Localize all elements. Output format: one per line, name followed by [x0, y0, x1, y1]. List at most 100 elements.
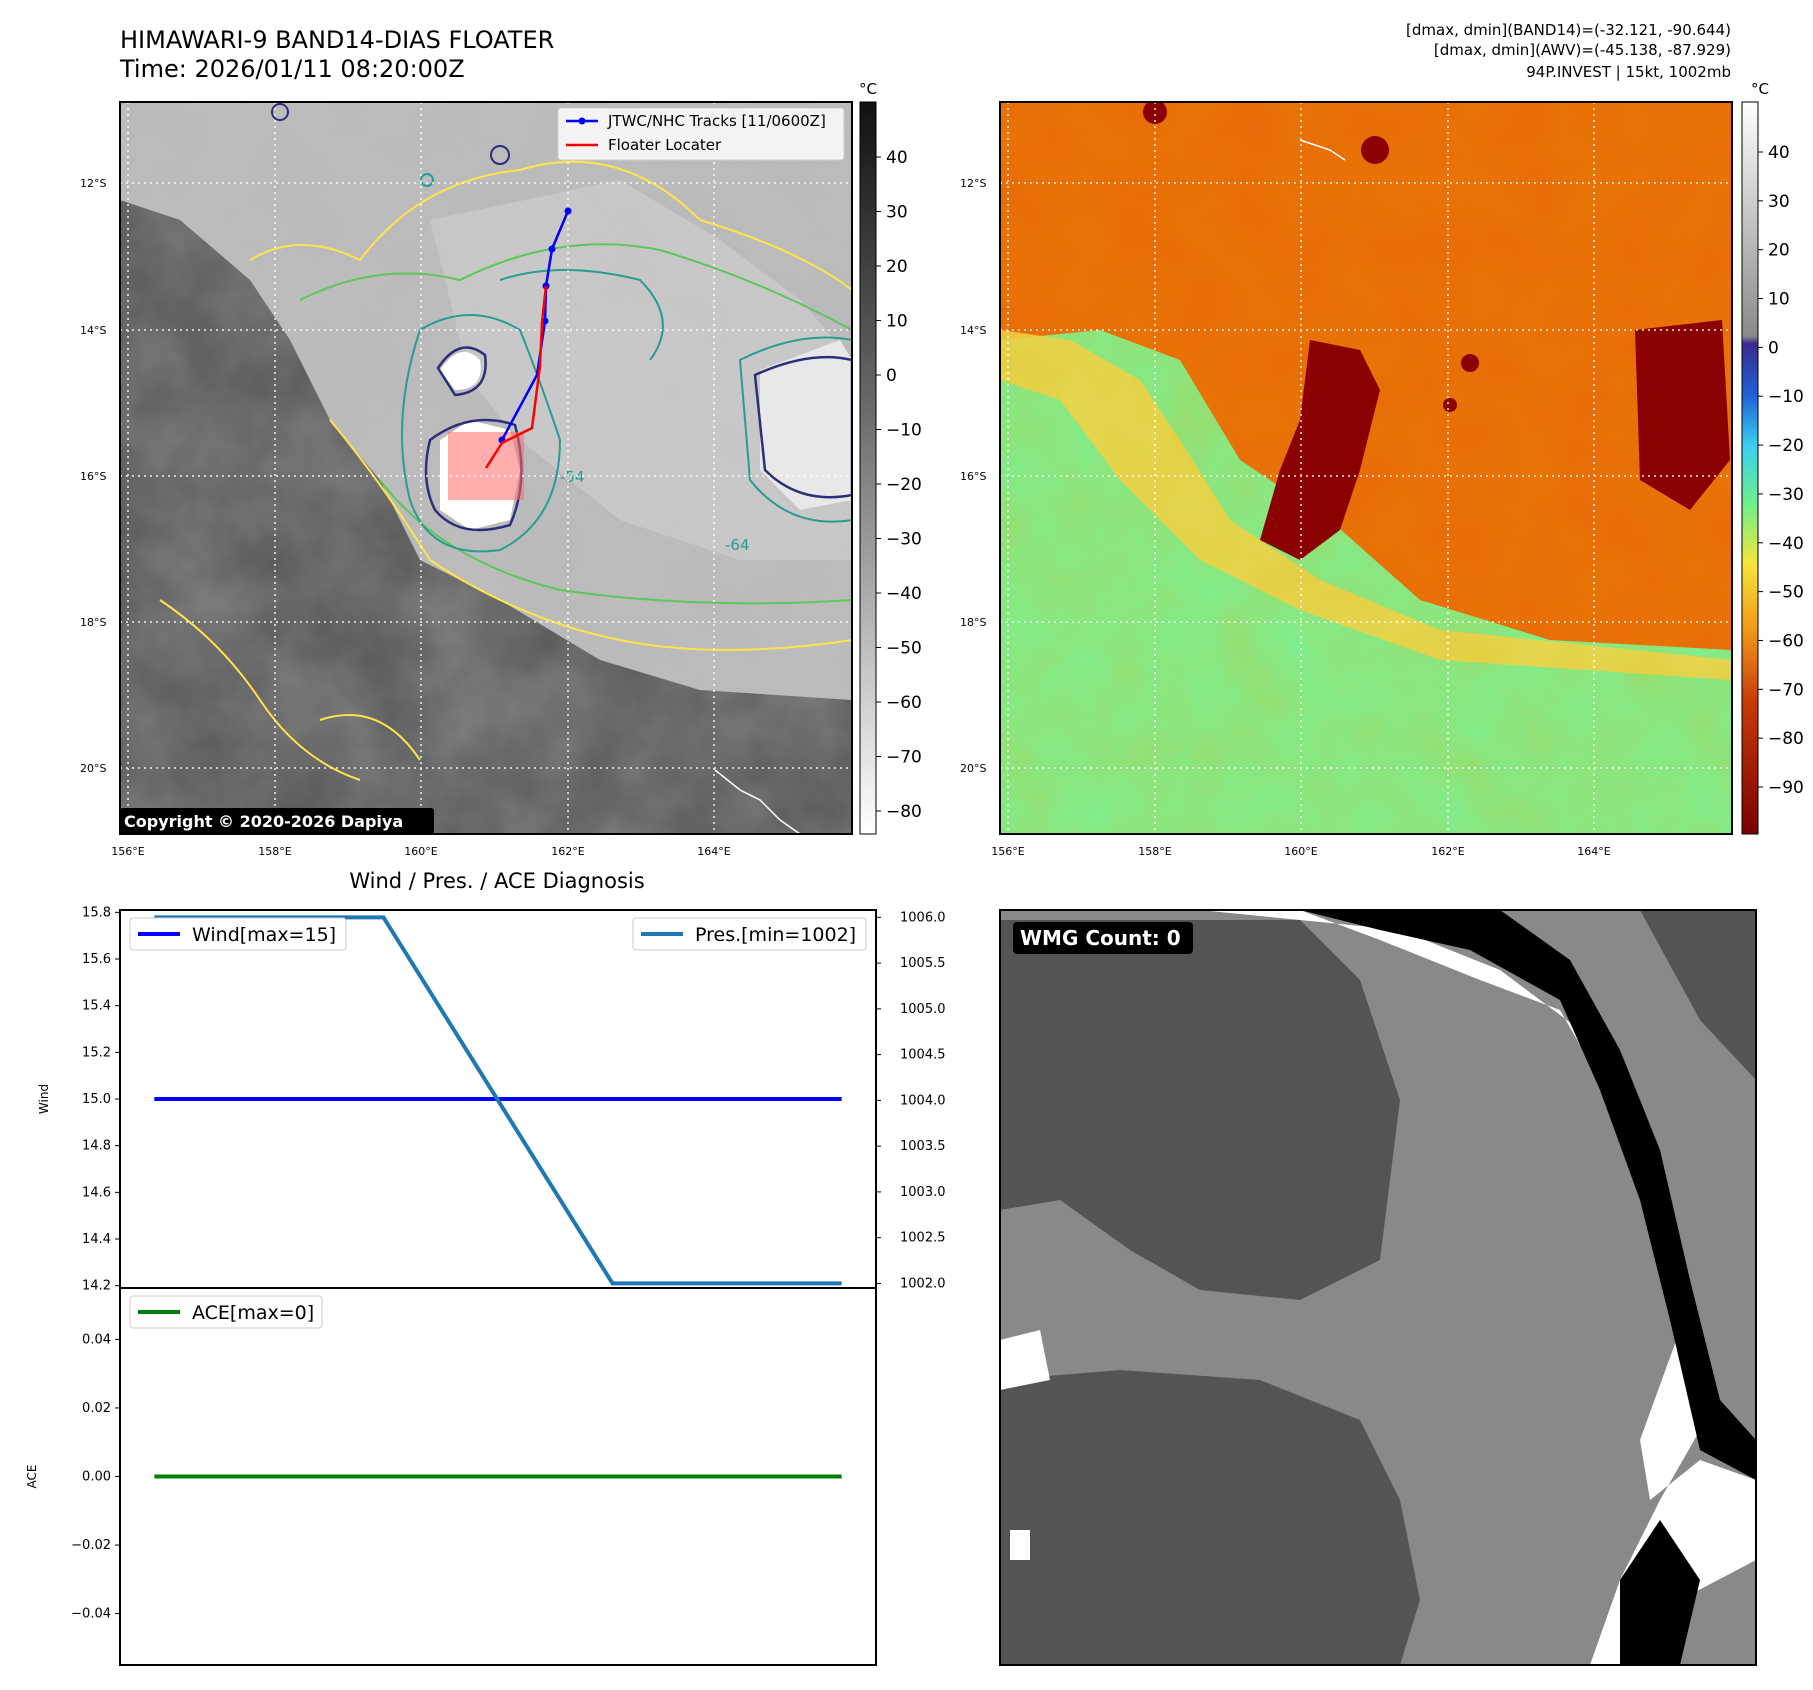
wmg-count: WMG Count: 0 — [1020, 926, 1181, 950]
pressure-tick-label: 1006.0 — [900, 910, 946, 925]
colorbar-tick-label: 0 — [1768, 338, 1779, 358]
wind-tick-label: 15.4 — [82, 999, 111, 1014]
colorbar-tick-label: 30 — [886, 203, 908, 223]
lon-label: 158°E — [1138, 845, 1171, 858]
ace-axis-label: ACE — [25, 1465, 39, 1489]
series-line-pres — [154, 915, 842, 1286]
colorbar-tick-label: −80 — [1768, 729, 1804, 749]
lon-label: 164°E — [697, 845, 730, 858]
floater-locater-track — [484, 285, 548, 469]
ace-legend — [129, 1295, 323, 1329]
wind-legend-label: Wind[max=15] — [192, 924, 336, 946]
wind-tick-label: 14.4 — [82, 1232, 111, 1247]
jtwc-track — [500, 210, 570, 441]
colorbar-tick-label: 40 — [886, 148, 908, 168]
lon-label: 160°E — [1284, 845, 1317, 858]
colorbar-tick-label: −40 — [886, 584, 922, 604]
colorbar-tick-label: 20 — [1768, 241, 1790, 261]
wind-tick-label: 14.8 — [82, 1139, 111, 1154]
lat-label: 14°S — [80, 324, 106, 337]
awv-colorbar — [1741, 101, 1759, 835]
pressure-legend — [632, 917, 867, 951]
awv-map — [999, 101, 1733, 835]
legend-locater-label: Floater Locater — [608, 136, 722, 154]
info-storm: 94P.INVEST | 15kt, 1002mb — [1526, 63, 1731, 81]
band14-colorbar — [859, 101, 877, 835]
colorbar-tick-label: −70 — [1768, 680, 1804, 700]
lon-label: 158°E — [258, 845, 291, 858]
colorbar-tick-label: −30 — [1768, 485, 1804, 505]
colorbar-tick-label: 20 — [886, 257, 908, 277]
lat-label: 16°S — [960, 470, 986, 483]
wind-tick-label: 15.6 — [82, 952, 111, 967]
colorbar-tick-label: −90 — [1768, 778, 1804, 798]
lat-label: 14°S — [960, 324, 986, 337]
lon-label: 162°E — [1431, 845, 1464, 858]
colorbar-tick-label: −80 — [886, 802, 922, 822]
chart-title: Wind / Pres. / ACE Diagnosis — [349, 869, 644, 893]
ace-legend-label: ACE[max=0] — [192, 1302, 314, 1324]
pressure-tick-label: 1003.5 — [900, 1139, 946, 1154]
pressure-tick-label: 1004.0 — [900, 1093, 946, 1108]
time-title: Time: 2026/01/11 08:20:00Z — [120, 55, 465, 83]
colorbar-tick-label: −40 — [1768, 534, 1804, 554]
lon-label: 156°E — [991, 845, 1024, 858]
colorbar-tick-label: −50 — [886, 639, 922, 659]
lat-label: 18°S — [80, 616, 106, 629]
contour-label: -54 — [560, 468, 585, 486]
lon-label: 164°E — [1577, 845, 1610, 858]
colorbar-tick-label: 0 — [886, 366, 897, 386]
colorbar-tick-label: −20 — [1768, 436, 1804, 456]
ace-tick-label: −0.02 — [71, 1538, 111, 1553]
ace-tick-label: −0.04 — [71, 1607, 111, 1622]
pressure-tick-label: 1002.5 — [900, 1231, 946, 1246]
wmg-panel: WMG Count: 0 — [999, 909, 1757, 1666]
wind-tick-label: 14.2 — [82, 1279, 111, 1294]
colorbar-unit: °C — [1751, 80, 1769, 98]
colorbar-tick-label: −10 — [886, 421, 922, 441]
colorbar-tick-label: −20 — [886, 475, 922, 495]
lat-label: 12°S — [80, 177, 106, 190]
wind-axis-label: Wind — [37, 1084, 51, 1114]
lon-label: 156°E — [111, 845, 144, 858]
legend-tracks-label: JTWC/NHC Tracks [11/0600Z] — [607, 112, 826, 130]
info-awv: [dmax, dmin](AWV)=(-45.138, -87.929) — [1433, 41, 1731, 59]
lat-label: 12°S — [960, 177, 986, 190]
contour-label: -64 — [725, 536, 750, 554]
ace-tick-label: 0.04 — [82, 1332, 111, 1347]
ace-tick-label: 0.00 — [82, 1470, 111, 1485]
wind-tick-label: 15.8 — [82, 905, 111, 920]
copyright-badge — [120, 808, 434, 834]
copyright-text: Copyright © 2020-2026 Dapiya — [124, 812, 403, 831]
wind-tick-label: 15.2 — [82, 1045, 111, 1060]
colorbar-tick-label: −50 — [1768, 583, 1804, 603]
wmg-count-badge — [1013, 922, 1193, 954]
diagnosis-chart: Wind / Pres. / ACE Diagnosis 14.2 14.4 14.… — [25, 869, 960, 1666]
colorbar-tick-label: −10 — [1768, 387, 1804, 407]
main-title: HIMAWARI-9 BAND14-DIAS FLOATER — [120, 26, 555, 54]
colorbar-tick-label: 30 — [1768, 192, 1790, 212]
lat-label: 16°S — [80, 470, 106, 483]
colorbar-tick-label: 40 — [1768, 143, 1790, 163]
lon-label: 160°E — [404, 845, 437, 858]
lat-label: 20°S — [80, 762, 106, 775]
colorbar-tick-label: −60 — [886, 693, 922, 713]
pressure-axis-label: Pressure — [959, 1013, 960, 1064]
map-legend — [557, 107, 845, 161]
wind-tick-label: 14.6 — [82, 1185, 111, 1200]
lat-label: 18°S — [960, 616, 986, 629]
colorbar-tick-label: −70 — [886, 748, 922, 768]
wind-tick-label: 15.0 — [82, 1092, 111, 1107]
ace-tick-label: 0.02 — [82, 1401, 111, 1416]
colorbar-tick-label: −30 — [886, 530, 922, 550]
pressure-tick-label: 1005.0 — [900, 1002, 946, 1017]
lat-label: 20°S — [960, 762, 986, 775]
pressure-legend-label: Pres.[min=1002] — [695, 924, 856, 946]
pressure-tick-label: 1002.0 — [900, 1276, 946, 1291]
pressure-tick-label: 1003.0 — [900, 1185, 946, 1200]
pressure-tick-label: 1005.5 — [900, 956, 946, 971]
info-band14: [dmax, dmin](BAND14)=(-32.121, -90.644) — [1406, 21, 1731, 39]
colorbar-tick-label: −60 — [1768, 631, 1804, 651]
colorbar-tick-label: 10 — [886, 312, 908, 332]
